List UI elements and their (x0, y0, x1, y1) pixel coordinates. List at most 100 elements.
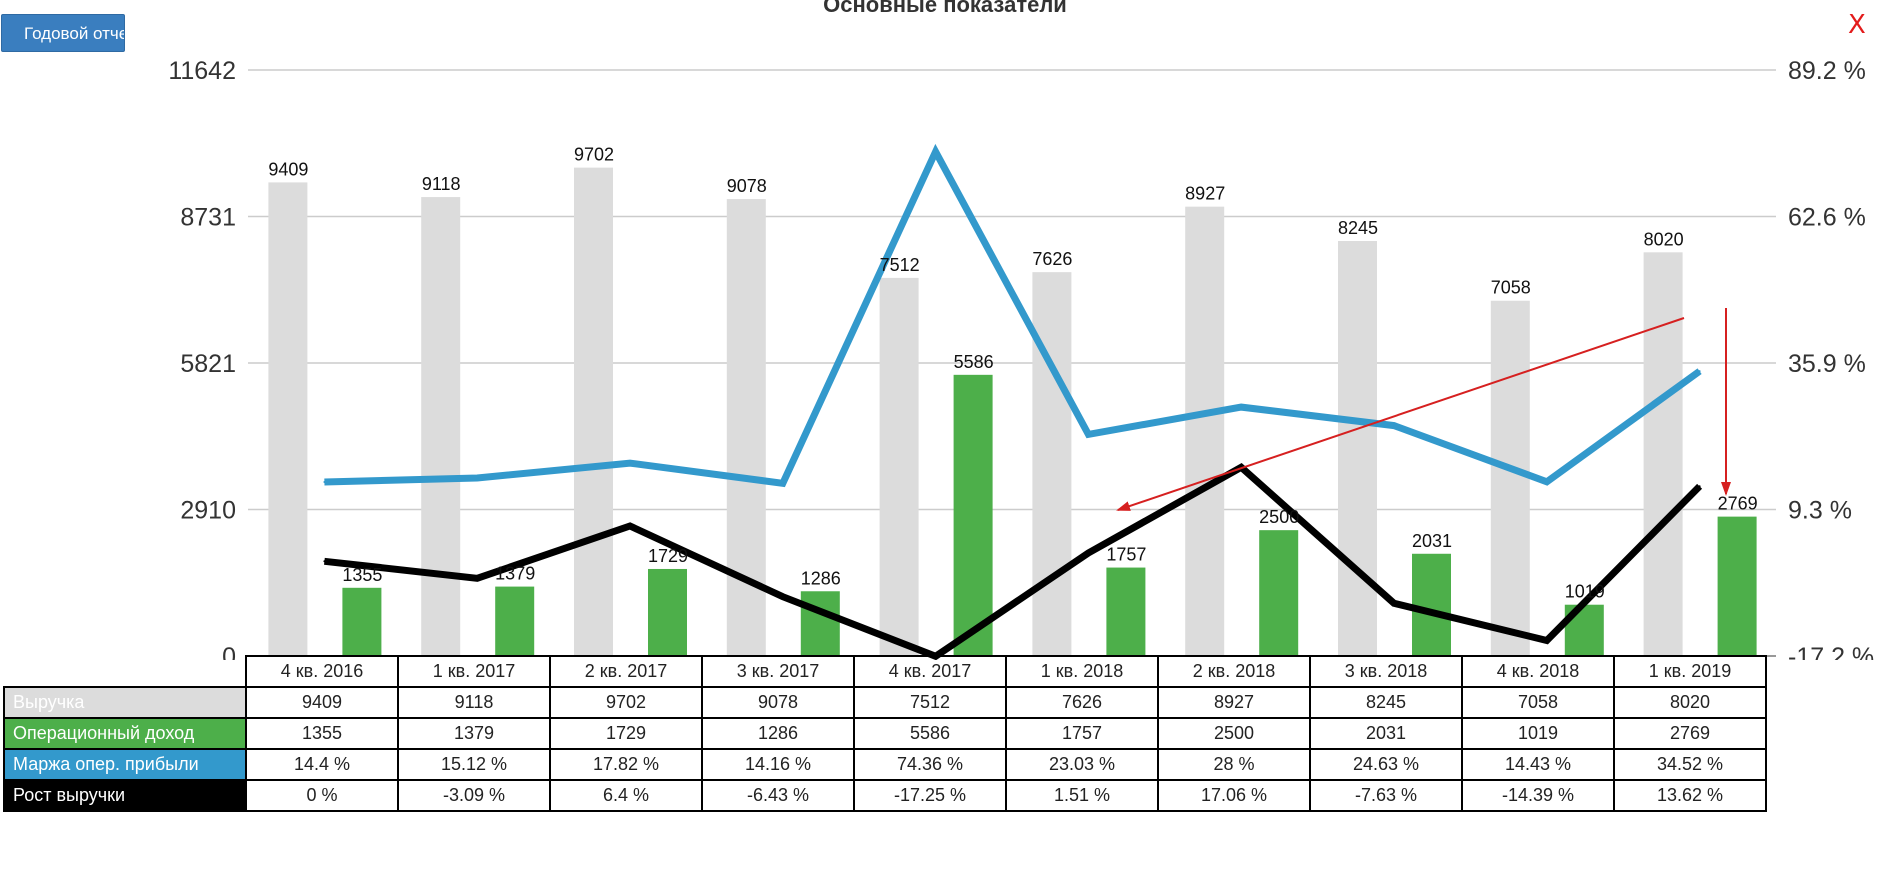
y-left-tick-label: 8731 (180, 204, 236, 232)
growth-line-point (476, 577, 479, 580)
op-income-data-label: 1379 (495, 564, 535, 584)
margin-line-group (323, 143, 1702, 488)
table-row: Операционный доход 1355 1379 1729 1286 5586 17… (3, 717, 1767, 750)
table-value-cell: 8927 (1157, 686, 1311, 719)
op-income-data-label: 1757 (1106, 545, 1146, 565)
table-value-cell: 9078 (701, 686, 855, 719)
op-income-bar (1717, 516, 1757, 656)
table-value-cell: 2031 (1309, 717, 1463, 750)
left-axis: 0 2910 5821 8731 11642 (168, 57, 236, 660)
table-value-cell: 1379 (397, 717, 551, 750)
y-left-tick-label: 5821 (180, 350, 236, 378)
table-value-cell: 1019 (1461, 717, 1615, 750)
table-value-cell: 1286 (701, 717, 855, 750)
chart-title: Основные показатели (823, 0, 1067, 17)
revenue-bar (1185, 206, 1225, 656)
revenue-bar (268, 182, 308, 656)
op-income-data-label: 2500 (1259, 507, 1299, 527)
y-left-tick-label: 0 (222, 643, 236, 660)
margin-line-point (1087, 433, 1090, 436)
table-value-cell: 74.36 % (853, 748, 1007, 781)
table-category-cell: 4 кв. 2018 (1461, 655, 1615, 688)
right-axis: -17.2 % 9.3 % 35.9 % 62.6 % 89.2 % (1788, 57, 1874, 660)
op-income-bar (495, 586, 535, 656)
table-row: Рост выручки 0 % -3.09 % 6.4 % -6.43 % -17.25… (3, 779, 1767, 812)
growth-line-point (1087, 551, 1090, 554)
gridlines (248, 69, 1776, 657)
table-value-cell: 34.52 % (1613, 748, 1767, 781)
margin-line-point (1240, 406, 1243, 409)
op-income-data-label: 5586 (954, 352, 994, 372)
table-header-row: 4 кв. 2016 1 кв. 2017 2 кв. 2017 3 кв. 2017… (4, 655, 1767, 688)
table-value-cell: 17.82 % (549, 748, 703, 781)
table-category-cell: 1 кв. 2018 (1005, 655, 1159, 688)
table-value-cell: 7058 (1461, 686, 1615, 719)
annual-report-button[interactable]: Годовой отчет (1, 14, 125, 52)
table-category-cell: 4 кв. 2017 (853, 655, 1007, 688)
margin-line-point (629, 462, 631, 465)
growth-line-point (781, 595, 784, 598)
y-right-tick-label: 89.2 % (1788, 57, 1866, 85)
table-series-label: Операционный доход (3, 717, 247, 750)
table-value-cell: -17.25 % (853, 779, 1007, 812)
table-value-cell: 14.4 % (245, 748, 399, 781)
revenue-bar (421, 197, 461, 656)
revenue-bar (1338, 240, 1377, 656)
margin-line-point (476, 476, 479, 479)
op-income-data-label: 2769 (1718, 494, 1758, 514)
revenue-bar (1490, 300, 1530, 656)
table-value-cell: 9409 (245, 686, 399, 719)
revenue-data-label: 8020 (1644, 229, 1684, 249)
y-right-tick-label: -17.2 % (1788, 643, 1874, 660)
table-category-cell: 1 кв. 2019 (1613, 655, 1767, 688)
table-value-cell: 8020 (1613, 686, 1767, 719)
revenue-data-label: 7626 (1032, 249, 1072, 269)
revenue-data-label: 8245 (1338, 218, 1378, 238)
table-row: Маржа опер. прибыли 14.4 % 15.12 % 17.82 % 1… (3, 748, 1767, 781)
growth-line-point (629, 525, 631, 528)
margin-line-point (1545, 480, 1548, 483)
op-income-data-label: 2031 (1412, 531, 1452, 551)
revenue-bar (1643, 252, 1683, 656)
table-value-cell: 14.16 % (701, 748, 855, 781)
table-value-cell: 1757 (1005, 717, 1159, 750)
op-income-bar (1259, 530, 1299, 656)
table-row: Выручка 9409 9118 9702 9078 7512 7626 8927 8245 7… (3, 686, 1767, 719)
table-value-cell: 5586 (853, 717, 1007, 750)
table-series-label: Выручка (3, 686, 247, 719)
close-icon[interactable]: X (1848, 10, 1866, 40)
table-value-cell: 1.51 % (1005, 779, 1159, 812)
revenue-bar (574, 167, 613, 656)
table-value-cell: 7626 (1005, 686, 1159, 719)
revenue-data-label: 8927 (1185, 184, 1225, 204)
revenue-data-label: 9702 (574, 145, 614, 165)
y-right-tick-label: 9.3 % (1788, 497, 1852, 525)
op-income-data-label: 1286 (801, 568, 841, 588)
y-right-tick-label: 35.9 % (1788, 350, 1866, 378)
growth-line (324, 463, 1703, 660)
table-value-cell: 9118 (397, 686, 551, 719)
op-income-data-label: 1019 (1565, 582, 1605, 602)
revenue-bar (879, 277, 919, 656)
revenue-data-label: 9078 (727, 176, 767, 196)
table-value-cell: -7.63 % (1309, 779, 1463, 812)
op-income-bar (1106, 567, 1146, 656)
table-value-cell: 15.12 % (397, 748, 551, 781)
margin-line-point (1393, 424, 1395, 427)
table-category-cell: 4 кв. 2016 (245, 655, 399, 688)
table-value-cell: 8245 (1309, 686, 1463, 719)
revenue-bars (268, 167, 1683, 656)
table-value-cell: 0 % (245, 779, 399, 812)
margin-line-point (323, 480, 326, 483)
table-series-label: Маржа опер. прибыли (3, 748, 247, 781)
annotation-arrow-diagonal (1116, 317, 1685, 511)
op-income-bar (800, 591, 840, 656)
table-value-cell: -3.09 % (397, 779, 551, 812)
table-value-cell: 24.63 % (1309, 748, 1463, 781)
growth-line-point (1393, 602, 1395, 605)
data-table: 4 кв. 2016 1 кв. 2017 2 кв. 2017 3 кв. 2017… (3, 655, 1767, 812)
table-category-cell: 3 кв. 2018 (1309, 655, 1463, 688)
op-income-data-label: 1355 (342, 565, 382, 585)
growth-line-point (1545, 639, 1548, 642)
growth-line-point (323, 560, 326, 563)
